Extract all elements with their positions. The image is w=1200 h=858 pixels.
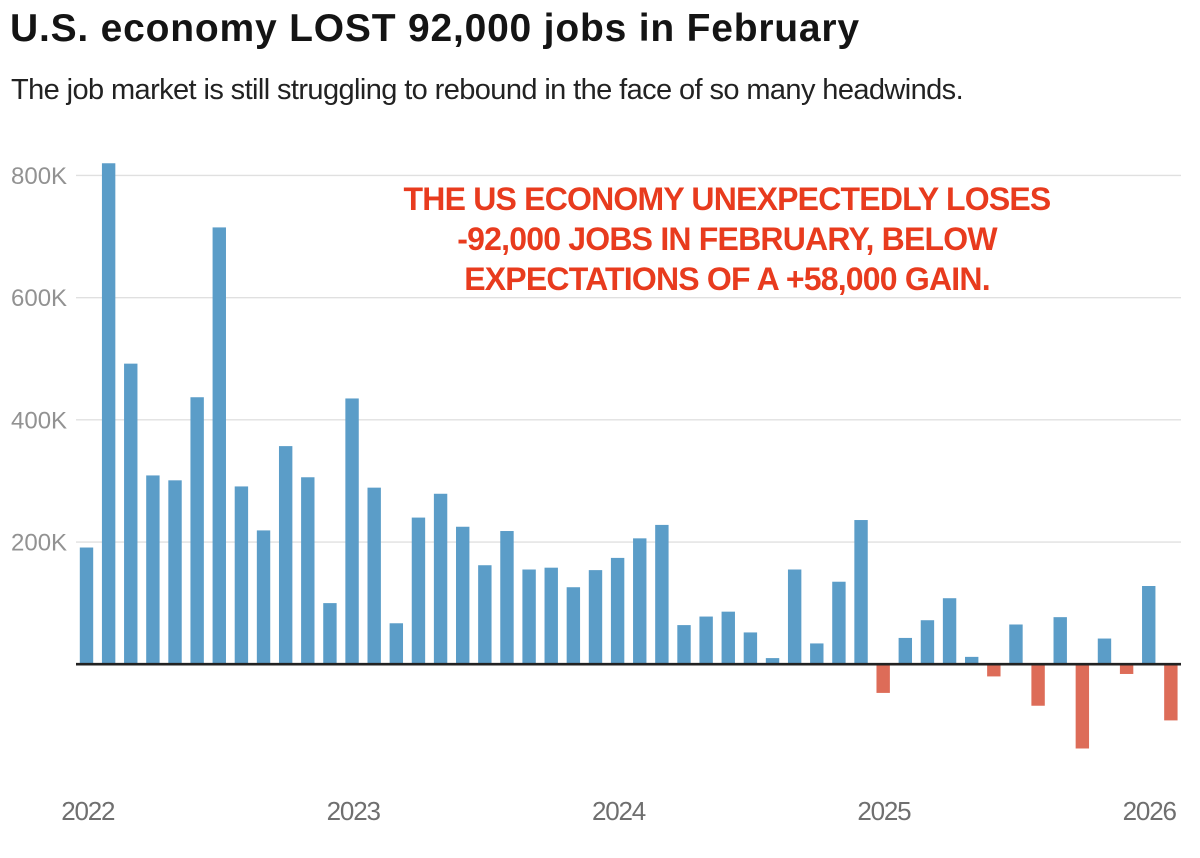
svg-text:2023: 2023 — [327, 796, 381, 826]
svg-text:800K: 800K — [11, 163, 67, 190]
svg-text:2025: 2025 — [857, 796, 911, 826]
svg-text:2024: 2024 — [592, 796, 646, 826]
svg-text:2026: 2026 — [1123, 796, 1177, 826]
svg-text:200K: 200K — [11, 530, 67, 557]
svg-text:400K: 400K — [11, 407, 67, 434]
svg-text:2022: 2022 — [61, 796, 115, 826]
svg-text:600K: 600K — [11, 285, 67, 312]
